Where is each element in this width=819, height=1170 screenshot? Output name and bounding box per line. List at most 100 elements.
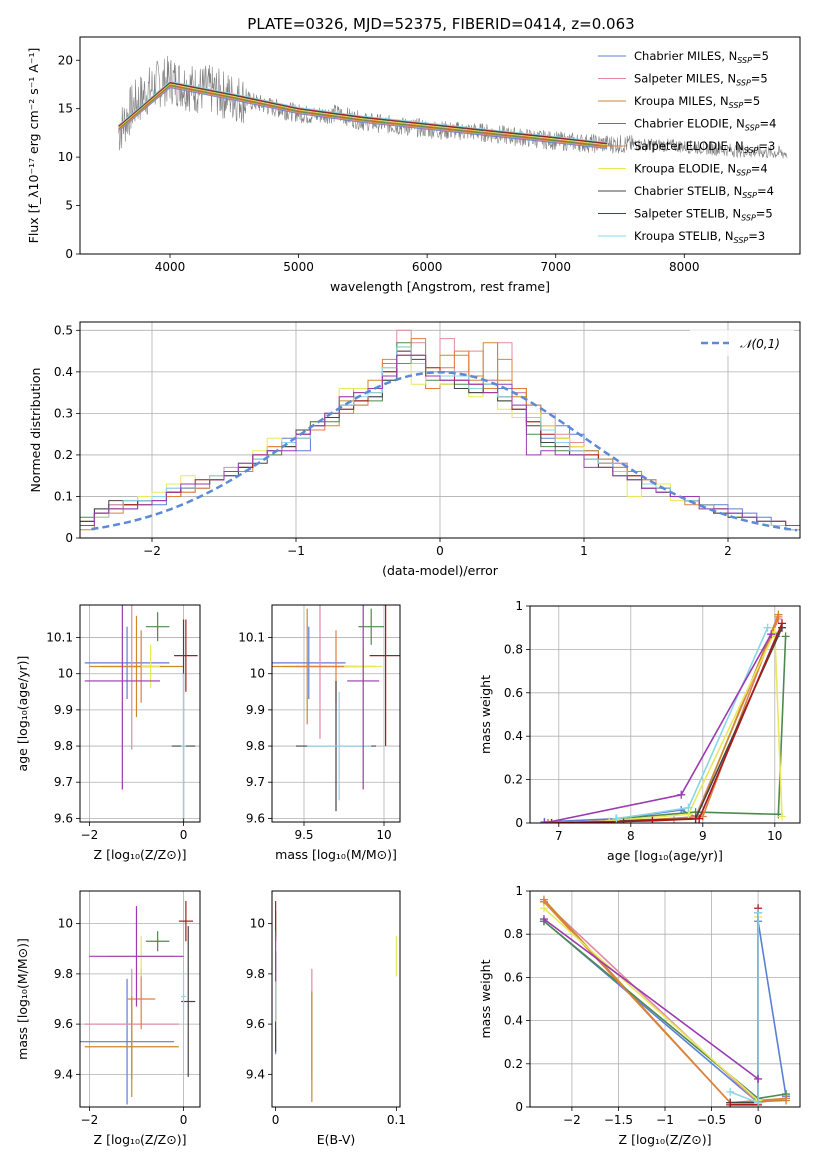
y-tick-label: 9.9 <box>246 703 265 717</box>
y-tick-label: 9.4 <box>54 1067 73 1081</box>
weight-line-6 <box>609 631 783 822</box>
y-tick-label: 0 <box>515 816 523 830</box>
y-tick-label: 9.8 <box>246 967 265 981</box>
x-tick-label: −1 <box>287 544 305 558</box>
x-tick-label: 7000 <box>540 260 571 274</box>
legend: 𝒩(0,1) <box>690 330 794 356</box>
weight-marker <box>684 803 693 812</box>
errorbar-point-1 <box>80 978 175 1105</box>
model-spectrum-4 <box>118 84 608 147</box>
errorbar-point-1 <box>84 626 170 700</box>
y-tick-label: 9.6 <box>54 1017 73 1031</box>
legend-label: Salpeter STELIB, NSSP=5 <box>634 207 773 223</box>
weight-marker <box>754 908 763 917</box>
x-tick-label: 8 <box>627 829 635 843</box>
y-tick-label: 0.6 <box>504 686 523 700</box>
weight-marker <box>605 816 614 823</box>
y-tick-label: 9.6 <box>246 1017 265 1031</box>
errorbar-point-8 <box>174 619 198 692</box>
observed-spectrum <box>118 55 788 159</box>
plot-area <box>540 610 790 823</box>
x-axis-label: Z [log₁₀(Z/Z⊙)] <box>94 1132 187 1147</box>
y-tick-label: 10.1 <box>46 631 73 645</box>
weight-line-9 <box>729 912 759 1104</box>
weight-marker <box>695 814 704 823</box>
y-tick-label: 0.3 <box>54 406 73 420</box>
axes-frame <box>271 604 401 823</box>
weight-line-7 <box>730 912 759 1104</box>
y-tick-label: 0.6 <box>504 970 523 984</box>
errorbar-point-1 <box>272 626 346 700</box>
plot-area <box>275 901 397 1102</box>
x-tick-label: −0.5 <box>697 1113 726 1127</box>
errorbar-point-10 <box>347 605 380 790</box>
model-spectrum-9 <box>118 80 608 143</box>
weight-line-3 <box>547 614 780 823</box>
legend-label: Salpeter ELODIE, NSSP=3 <box>634 139 775 155</box>
errorbar-point-8 <box>178 901 193 942</box>
errorbar-point-9 <box>307 691 372 801</box>
errorbar-point-5 <box>127 968 156 1030</box>
x-tick-label: 0 <box>180 1113 188 1127</box>
y-tick-label: 5 <box>65 199 73 213</box>
model-spectrum-8 <box>118 81 608 144</box>
errorbar-point-3 <box>84 996 179 1097</box>
x-tick-label: 0 <box>436 544 444 558</box>
x-tick-label: 0 <box>754 1113 762 1127</box>
axes-frame <box>79 604 201 823</box>
errorbar-point-4 <box>358 608 384 645</box>
y-tick-label: 1 <box>515 884 523 898</box>
axes-frame <box>79 36 801 255</box>
y-tick-label: 0.4 <box>54 365 73 379</box>
y-tick-label: 0.2 <box>504 1057 523 1071</box>
legend-label: Salpeter MILES, NSSP=5 <box>634 72 768 88</box>
panel-age-vs-Z: −2 0 9.6 9.7 9.8 9.9 10 10.1 Z [log₁₀(Z/Z⊙)] age … <box>15 604 201 862</box>
x-axis-label: Z [log₁₀(Z/Z⊙)] <box>619 1132 712 1147</box>
weight-marker <box>774 612 783 621</box>
figure-title: PLATE=0326, MJD=52375, FIBERID=0414, z=0… <box>247 15 634 33</box>
model-spectrum-6 <box>118 83 608 146</box>
axes-frame <box>271 890 401 1108</box>
legend-label: Kroupa ELODIE, NSSP=4 <box>634 162 768 178</box>
y-tick-label: 0.8 <box>504 642 523 656</box>
x-axis-label: wavelength [Angstrom, rest frame] <box>330 279 550 294</box>
y-axis-label: Normed distribution <box>28 368 43 493</box>
weight-line-5 <box>551 616 780 823</box>
normal-reference-curve <box>91 371 798 532</box>
y-tick-label: 9.7 <box>246 775 265 789</box>
panel-residuals: 𝒩(0,1) −2 −1 0 1 2 0 0.1 0.2 0.3 0.4 0.5 (data-model… <box>28 321 801 578</box>
y-tick-label: 9.8 <box>246 739 265 753</box>
plot-area <box>118 55 788 159</box>
weight-line-5 <box>543 901 787 1104</box>
plot-area <box>80 901 196 1105</box>
errorbar-point-10 <box>89 906 184 1007</box>
weight-marker <box>726 1100 735 1107</box>
weight-marker <box>539 915 548 924</box>
axes-frame <box>79 890 201 1108</box>
x-axis-label: mass [log₁₀(M/M⊙)] <box>275 847 397 862</box>
errorbar-point-6 <box>141 644 160 689</box>
x-tick-label: −2 <box>143 544 161 558</box>
y-tick-label: 9.8 <box>54 739 73 753</box>
panels-group: Chabrier MILES, NSSP=5 Salpeter MILES, NS… <box>15 36 801 1147</box>
model-spectrum-7 <box>118 82 608 145</box>
y-tick-label: 0.1 <box>54 489 73 503</box>
panel-spectrum: Chabrier MILES, NSSP=5 Salpeter MILES, NS… <box>26 36 801 294</box>
model-spectrum-2 <box>118 86 608 149</box>
panel-age-vs-mass: 9.5 10 9.6 9.7 9.8 9.9 10 10.1 mass [log₁₀(M/M⊙)… <box>238 604 401 862</box>
x-tick-label: −2 <box>563 1113 581 1127</box>
y-tick-label: 10 <box>58 917 73 931</box>
model-spectrum-3 <box>118 85 608 148</box>
y-tick-label: 9.6 <box>54 811 73 825</box>
y-tick-label: 9.8 <box>54 967 73 981</box>
x-tick-label: 4000 <box>155 260 186 274</box>
errorbar-point-9 <box>181 971 186 1022</box>
y-axis-label: mass [log₁₀(M/M⊙)] <box>15 938 30 1060</box>
legend-label: Chabrier MILES, NSSP=5 <box>634 49 769 65</box>
y-tick-label: 9.4 <box>246 1067 265 1081</box>
errorbar-point-8 <box>369 605 400 747</box>
x-axis-label: E(B-V) <box>317 1132 356 1147</box>
legend: Chabrier MILES, NSSP=5 Salpeter MILES, NS… <box>598 49 776 245</box>
y-tick-label: 10 <box>58 667 73 681</box>
y-tick-label: 20 <box>58 53 73 67</box>
